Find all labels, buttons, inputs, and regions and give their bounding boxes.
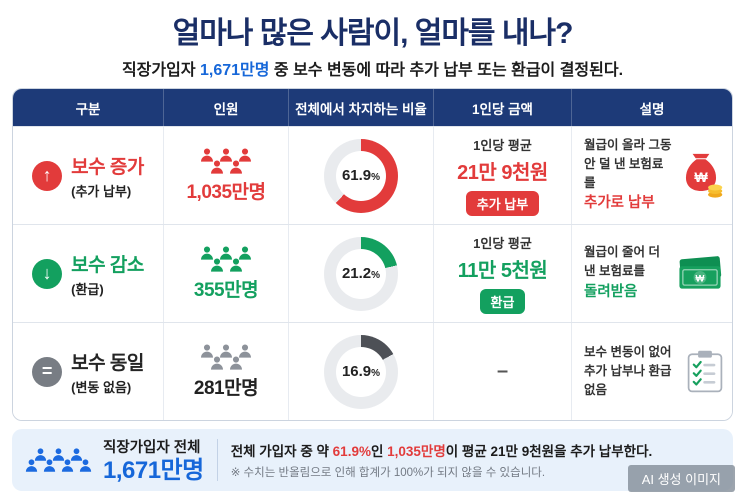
footer-total-label: 직장가입자 전체 [103, 439, 201, 456]
equals-icon: = [32, 356, 63, 387]
ratio-cell: 21.2% [288, 225, 433, 322]
category-name: 보수 증가 [71, 156, 144, 178]
amount-label: 1인당 평균 [473, 236, 532, 251]
person-icon [78, 458, 93, 473]
person-icon [209, 159, 225, 175]
down-arrow-glyph: ↓ [42, 263, 52, 283]
svg-text:₩: ₩ [696, 272, 705, 283]
amount-label: 1인당 평균 [473, 138, 532, 153]
footer-total-value: 1,671만명 [103, 456, 204, 484]
category-cell: ↑ 보수 증가 (추가 납부) [13, 127, 163, 224]
table-row-same: = 보수 동일 (변동 없음) 281만명 16.9% – [13, 322, 732, 420]
person-icon [228, 355, 244, 371]
subtitle: 직장가입자 1,671만명 중 보수 변동에 따라 추가 납부 또는 환급이 결… [0, 56, 745, 80]
people-count: 281만명 [193, 378, 259, 399]
person-icon [228, 159, 244, 175]
people-icons-group [199, 147, 253, 175]
column-header-description: 설명 [571, 89, 732, 126]
amount-cell: – [433, 323, 571, 420]
footer-divider [216, 439, 218, 481]
person-icon [209, 257, 225, 273]
subtitle-text: 중 보수 변동에 따라 추가 납부 또는 환급이 결정된다. [269, 62, 624, 79]
footer-total-text: 직장가입자 전체 1,671만명 [103, 436, 204, 485]
description-emphasis: 돌려받음 [584, 283, 638, 300]
person-icon [24, 458, 39, 473]
people-count: 1,035만명 [186, 182, 266, 203]
summary-highlight-count: 1,035만명 [387, 444, 446, 459]
category-sub: (추가 납부) [71, 183, 132, 199]
description-text: 월급이 줄어 더 낸 보험료를 돌려받음 [584, 243, 672, 303]
people-count-cell: 281만명 [163, 323, 288, 420]
description-text: 월급이 올라 그동안 덜 낸 보험료를 추가로 납부 [584, 136, 674, 215]
page-title: 얼마나 많은 사람이, 얼마를 내나? [172, 17, 574, 50]
category-cell: ↓ 보수 감소 (환급) [13, 225, 163, 322]
description-emphasis: 추가로 납부 [584, 195, 655, 212]
category-text: 보수 감소 (환급) [71, 250, 144, 298]
description-text: 보수 변동이 없어 추가 납부나 환급 없음 [584, 345, 672, 397]
column-header-ratio: 전체에서 차지하는 비율 [288, 89, 433, 126]
checklist-icon [687, 350, 723, 393]
no-amount-dash: – [496, 360, 509, 382]
subtitle-text: 직장가입자 [121, 62, 200, 79]
summary-footer: 직장가입자 전체 1,671만명 전체 가입자 중 약 61.9%인 1,035… [12, 429, 733, 491]
banknote-icon: ₩ [679, 255, 722, 289]
donut-chart: 61.9% [324, 138, 398, 213]
action-badge: 환급 [479, 289, 526, 314]
amount-value: 11만 5천원 [457, 260, 548, 282]
description-cell: 보수 변동이 없어 추가 납부나 환급 없음 [571, 323, 732, 420]
people-count-cell: 355만명 [163, 225, 288, 322]
comparison-table: 구분 인원 전체에서 차지하는 비율 1인당 금액 설명 ↑ 보수 증가 (추가… [12, 88, 733, 421]
footer-total: 직장가입자 전체 1,671만명 [24, 436, 204, 485]
category-cell: = 보수 동일 (변동 없음) [13, 323, 163, 420]
ratio-cell: 61.9% [288, 127, 433, 224]
action-badge: 추가 납부 [465, 191, 540, 216]
donut-chart: 21.2% [324, 236, 398, 311]
column-header-category: 구분 [75, 101, 101, 117]
footer-summary-line: 전체 가입자 중 약 61.9%인 1,035만명이 평균 21만 9천원을 추… [230, 444, 653, 459]
up-arrow-icon: ↑ [32, 160, 63, 191]
person-icon [209, 355, 225, 371]
ratio-value: 21.2% [341, 265, 381, 282]
people-count-cell: 1,035만명 [163, 127, 288, 224]
description-cell: 월급이 올라 그동안 덜 낸 보험료를 추가로 납부 ₩ [571, 127, 732, 224]
people-icons-group [199, 245, 253, 273]
description-cell: 월급이 줄어 더 낸 보험료를 돌려받음 ₩ [571, 225, 732, 322]
footer-note: ※ 수치는 반올림으로 인해 합계가 100%가 되지 않을 수 있습니다. [230, 467, 546, 479]
down-arrow-icon: ↓ [32, 258, 63, 289]
people-icons-group [199, 343, 253, 371]
summary-highlight-ratio: 61.9% [332, 444, 371, 459]
ratio-value: 61.9% [341, 167, 381, 184]
donut-chart: 16.9% [324, 334, 398, 409]
up-arrow-glyph: ↑ [42, 165, 52, 185]
amount-cell: 1인당 평균 11만 5천원 환급 [433, 225, 571, 322]
amount-cell: 1인당 평균 21만 9천원 추가 납부 [433, 127, 571, 224]
person-icon [228, 257, 244, 273]
amount-value: 21만 9천원 [457, 162, 548, 184]
footer-summary: 전체 가입자 중 약 61.9%인 1,035만명이 평균 21만 9천원을 추… [231, 440, 653, 480]
person-icon [42, 458, 57, 473]
ai-generated-badge: AI 생성 이미지 [627, 465, 735, 492]
subtitle-highlight: 1,671만명 [199, 62, 270, 79]
equals-glyph: = [41, 361, 53, 381]
table-header-row: 구분 인원 전체에서 차지하는 비율 1인당 금액 설명 [13, 89, 732, 126]
category-name: 보수 동일 [71, 352, 144, 374]
column-header-count: 인원 [163, 89, 288, 126]
table-row-decrease: ↓ 보수 감소 (환급) 355만명 21.2% 1인당 평균 [13, 224, 732, 322]
money-bag-icon: ₩ [685, 153, 723, 198]
category-name: 보수 감소 [71, 254, 144, 276]
category-text: 보수 증가 (추가 납부) [71, 152, 144, 200]
category-sub: (환급) [71, 281, 104, 297]
people-count: 355만명 [193, 280, 259, 301]
category-text: 보수 동일 (변동 없음) [71, 348, 144, 396]
person-icon [60, 458, 75, 473]
table-row-increase: ↑ 보수 증가 (추가 납부) 1,035만명 61.9% 1인당 평균 [13, 126, 732, 224]
ratio-cell: 16.9% [288, 323, 433, 420]
column-header-amount: 1인당 금액 [433, 89, 571, 126]
people-icons-group-total [24, 447, 93, 473]
ratio-value: 16.9% [341, 363, 381, 380]
category-sub: (변동 없음) [71, 379, 132, 395]
svg-text:₩: ₩ [694, 169, 708, 185]
